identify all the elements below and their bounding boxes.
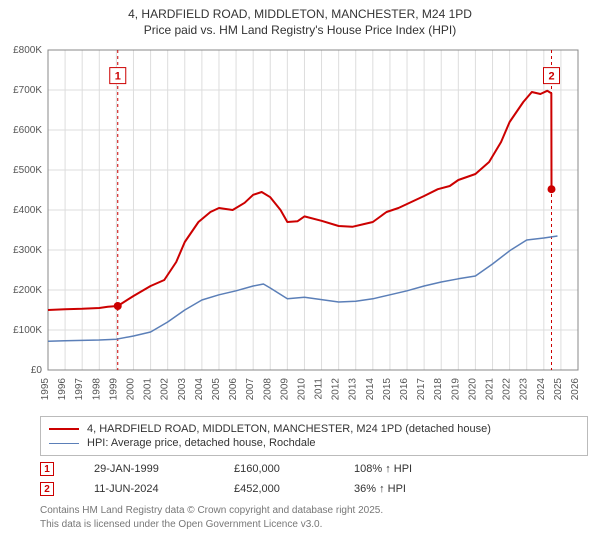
svg-text:£200K: £200K <box>13 285 42 296</box>
svg-text:£0: £0 <box>31 365 43 376</box>
svg-text:1998: 1998 <box>91 378 102 401</box>
sale-price: £160,000 <box>234 463 314 475</box>
svg-text:2008: 2008 <box>262 378 273 401</box>
svg-text:£500K: £500K <box>13 165 42 176</box>
svg-text:2004: 2004 <box>194 378 205 401</box>
svg-text:2011: 2011 <box>314 378 325 400</box>
sales-table: 1 29-JAN-1999 £160,000 108% ↑ HPI 2 11-JUN-20… <box>0 462 600 496</box>
svg-text:2023: 2023 <box>519 378 530 401</box>
svg-text:£700K: £700K <box>13 85 42 96</box>
svg-text:2018: 2018 <box>433 378 444 401</box>
line-chart: £0 £100K £200K £300K £400K £500K £600K £700K £80… <box>0 42 600 410</box>
svg-text:2012: 2012 <box>331 378 342 401</box>
svg-text:2026: 2026 <box>570 378 581 401</box>
svg-text:2025: 2025 <box>553 378 564 401</box>
sale-delta: 36% ↑ HPI <box>354 483 406 495</box>
svg-text:2006: 2006 <box>228 378 239 401</box>
title-line-2: Price paid vs. HM Land Registry's House … <box>0 22 600 38</box>
legend-swatch-hpi <box>49 443 79 444</box>
svg-text:2013: 2013 <box>348 378 359 401</box>
svg-text:2021: 2021 <box>485 378 496 401</box>
svg-text:2003: 2003 <box>177 378 188 401</box>
footer-line-1: Contains HM Land Registry data © Crown c… <box>40 504 600 518</box>
svg-text:1997: 1997 <box>74 378 85 401</box>
svg-text:2007: 2007 <box>245 378 256 401</box>
svg-text:1995: 1995 <box>40 378 51 401</box>
svg-text:2001: 2001 <box>143 378 154 401</box>
legend: 4, HARDFIELD ROAD, MIDDLETON, MANCHESTER… <box>40 416 588 456</box>
svg-text:2020: 2020 <box>467 378 478 401</box>
svg-text:2015: 2015 <box>382 378 393 401</box>
svg-text:£100K: £100K <box>13 325 42 336</box>
legend-item-price-paid: 4, HARDFIELD ROAD, MIDDLETON, MANCHESTER… <box>49 422 579 436</box>
svg-text:2022: 2022 <box>502 378 513 401</box>
svg-text:2: 2 <box>548 71 554 83</box>
svg-text:2002: 2002 <box>160 378 171 401</box>
svg-text:2014: 2014 <box>365 378 376 401</box>
svg-text:£800K: £800K <box>13 45 42 56</box>
svg-text:1: 1 <box>115 71 121 83</box>
legend-label-hpi: HPI: Average price, detached house, Roch… <box>87 437 316 449</box>
chart-area: £0 £100K £200K £300K £400K £500K £600K £700K £80… <box>0 42 600 410</box>
sale-row: 2 11-JUN-2024 £452,000 36% ↑ HPI <box>40 482 600 496</box>
svg-text:1996: 1996 <box>57 378 68 401</box>
svg-text:2005: 2005 <box>211 378 222 401</box>
sale-row: 1 29-JAN-1999 £160,000 108% ↑ HPI <box>40 462 600 476</box>
svg-text:£300K: £300K <box>13 245 42 256</box>
svg-text:£600K: £600K <box>13 125 42 136</box>
sale-marker: 1 <box>40 462 54 476</box>
svg-text:2019: 2019 <box>450 378 461 401</box>
legend-swatch-price-paid <box>49 428 79 430</box>
svg-text:2024: 2024 <box>536 378 547 401</box>
svg-text:2017: 2017 <box>416 378 427 401</box>
svg-text:2000: 2000 <box>125 378 136 401</box>
sale-price: £452,000 <box>234 483 314 495</box>
svg-text:2009: 2009 <box>279 378 290 401</box>
svg-text:2010: 2010 <box>296 378 307 401</box>
footer-line-2: This data is licensed under the Open Gov… <box>40 518 600 532</box>
chart-title: 4, HARDFIELD ROAD, MIDDLETON, MANCHESTER… <box>0 0 600 38</box>
title-line-1: 4, HARDFIELD ROAD, MIDDLETON, MANCHESTER… <box>0 6 600 22</box>
sale-date: 29-JAN-1999 <box>94 463 194 475</box>
svg-text:£400K: £400K <box>13 205 42 216</box>
sale-marker: 2 <box>40 482 54 496</box>
svg-text:2016: 2016 <box>399 378 410 401</box>
sale-date: 11-JUN-2024 <box>94 483 194 495</box>
legend-item-hpi: HPI: Average price, detached house, Roch… <box>49 436 579 450</box>
footer: Contains HM Land Registry data © Crown c… <box>40 504 600 531</box>
sale-delta: 108% ↑ HPI <box>354 463 412 475</box>
svg-text:1999: 1999 <box>108 378 119 401</box>
legend-label-price-paid: 4, HARDFIELD ROAD, MIDDLETON, MANCHESTER… <box>87 423 491 435</box>
